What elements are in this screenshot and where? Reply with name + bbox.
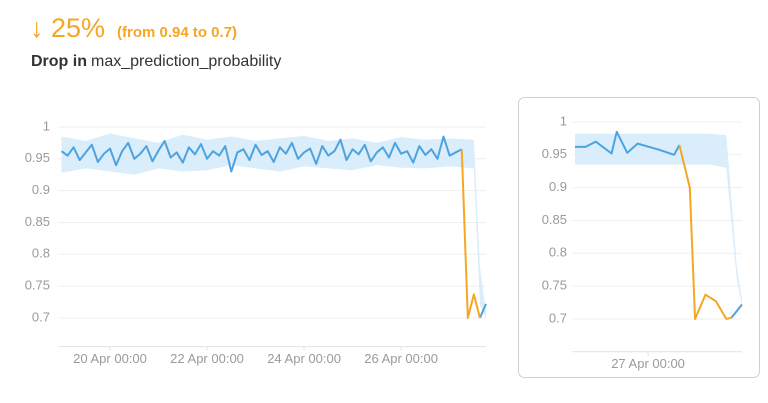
y-tick-label: 0.8 <box>32 246 50 261</box>
metric-name: max_prediction_probability <box>91 53 281 70</box>
y-tick-label: 0.95 <box>542 146 567 161</box>
x-tick-label: 26 Apr 00:00 <box>364 351 438 366</box>
y-tick-label: 0.8 <box>549 245 567 260</box>
y-tick-label: 0.95 <box>25 150 50 165</box>
y-tick-label: 0.85 <box>542 212 567 227</box>
change-value: ↓ 25% <box>30 13 105 43</box>
y-tick-label: 0.7 <box>549 310 567 325</box>
x-tick-label: 22 Apr 00:00 <box>170 351 244 366</box>
y-tick-label: 1 <box>43 118 50 133</box>
y-tick-label: 1 <box>560 113 567 128</box>
x-tick-label: 27 Apr 00:00 <box>611 356 685 371</box>
x-tick-label: 24 Apr 00:00 <box>267 351 341 366</box>
y-tick-label: 0.75 <box>25 278 50 293</box>
series-line <box>575 130 743 319</box>
confidence-band <box>61 133 486 318</box>
y-tick-label: 0.7 <box>32 309 50 324</box>
change-detail: (from 0.94 to 0.7) <box>117 24 237 41</box>
lead: Drop in <box>31 53 87 70</box>
series-line <box>678 144 732 320</box>
series-line <box>60 135 487 319</box>
metric-description: Drop in max_prediction_probability <box>31 53 281 70</box>
y-tick-label: 0.85 <box>25 214 50 229</box>
y-tick-label: 0.9 <box>549 179 567 194</box>
series-line <box>460 149 481 319</box>
y-tick-label: 0.9 <box>32 182 50 197</box>
confidence-band <box>575 133 742 306</box>
x-tick-label: 20 Apr 00:00 <box>73 351 147 366</box>
y-tick-label: 0.75 <box>542 278 567 293</box>
